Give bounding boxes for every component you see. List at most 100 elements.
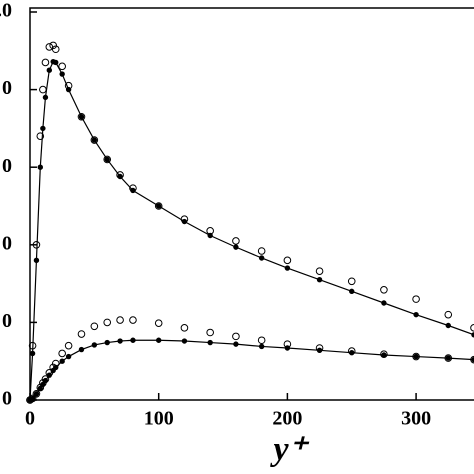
- open-marker: [39, 85, 47, 94]
- open-marker: [283, 256, 292, 265]
- open-marker: [28, 394, 37, 403]
- open-marker: [444, 354, 453, 362]
- filled-marker: [258, 343, 265, 350]
- open-marker: [232, 332, 240, 341]
- open-marker: [154, 319, 163, 327]
- filled-marker: [78, 346, 85, 353]
- open-marker: [36, 132, 45, 140]
- open-marker: [129, 316, 137, 324]
- open-marker: [51, 359, 60, 368]
- open-marker: [41, 375, 50, 383]
- open-marker: [444, 310, 453, 319]
- filled-marker: [46, 67, 53, 73]
- filled-marker: [117, 338, 123, 344]
- open-marker: [283, 340, 292, 348]
- filled-marker: [29, 350, 36, 357]
- open-marker: [206, 328, 214, 337]
- open-marker: [103, 318, 112, 327]
- open-marker: [257, 247, 266, 255]
- filled-marker: [413, 311, 419, 318]
- filled-marker: [130, 337, 136, 343]
- filled-marker: [233, 341, 239, 347]
- open-marker: [412, 295, 420, 303]
- open-marker: [64, 81, 73, 90]
- open-marker: [90, 322, 99, 331]
- filled-marker: [181, 218, 188, 225]
- filled-marker: [155, 203, 162, 209]
- y-tick-label: 0: [2, 232, 12, 254]
- open-marker: [49, 363, 57, 372]
- y-tick-label: 0: [2, 77, 12, 99]
- filled-marker: [59, 358, 65, 364]
- x-tick-label: 0: [25, 408, 35, 430]
- open-marker: [58, 349, 66, 358]
- filled-marker: [381, 300, 387, 306]
- filled-marker: [65, 353, 72, 360]
- open-marker: [257, 336, 266, 345]
- open-marker: [412, 352, 420, 361]
- open-marker: [380, 350, 388, 359]
- open-marker: [39, 379, 47, 387]
- y-tick-label: 0: [2, 155, 12, 177]
- open-marker: [64, 341, 73, 350]
- filled-marker: [91, 342, 98, 348]
- filled-marker: [155, 337, 162, 343]
- filled-marker: [33, 257, 40, 264]
- x-tick-label: 200: [272, 408, 302, 430]
- open-marker: [180, 215, 189, 223]
- filled-marker: [413, 353, 419, 360]
- open-marker: [154, 202, 163, 210]
- open-marker: [470, 355, 474, 364]
- filled-marker: [233, 244, 239, 250]
- x-axis-label: y⁺: [269, 431, 309, 468]
- filled-marker: [284, 265, 291, 271]
- open-marker: [470, 324, 474, 332]
- open-marker: [41, 58, 50, 67]
- open-marker: [180, 324, 189, 332]
- filled-marker: [42, 94, 49, 101]
- open-marker: [28, 341, 37, 350]
- filled-marker: [91, 137, 98, 143]
- filled-marker: [258, 255, 265, 261]
- filled-marker: [207, 339, 213, 346]
- series-line: [29, 339, 474, 401]
- open-marker: [116, 171, 124, 179]
- x-tick-label: 100: [144, 408, 174, 430]
- open-marker: [49, 41, 57, 50]
- filled-marker: [445, 355, 451, 361]
- open-marker: [77, 112, 86, 121]
- open-marker: [206, 227, 214, 235]
- open-marker: [315, 344, 324, 352]
- open-marker: [51, 45, 60, 54]
- open-marker: [380, 286, 388, 294]
- filled-marker: [130, 187, 136, 194]
- open-marker: [32, 241, 41, 249]
- series-line: [29, 60, 474, 401]
- x-tick-label: 300: [401, 408, 431, 430]
- filled-marker: [59, 71, 65, 77]
- open-marker: [232, 237, 240, 245]
- filled-marker: [349, 288, 355, 295]
- filled-marker: [445, 322, 451, 329]
- filled-marker: [78, 114, 85, 120]
- filled-marker: [53, 59, 59, 66]
- filled-marker: [104, 156, 110, 163]
- open-marker: [129, 184, 137, 192]
- open-marker: [315, 267, 324, 275]
- filled-marker: [381, 352, 387, 358]
- open-marker: [90, 136, 99, 144]
- axes-frame: [29, 7, 474, 401]
- filled-marker: [316, 277, 323, 283]
- open-marker: [103, 155, 112, 164]
- open-marker: [45, 43, 54, 51]
- open-marker: [32, 389, 41, 398]
- open-marker: [36, 383, 45, 392]
- open-marker: [45, 369, 54, 377]
- filled-marker: [37, 164, 43, 170]
- y-tick-label: 0: [2, 388, 12, 410]
- open-marker: [116, 316, 124, 324]
- open-marker: [58, 62, 66, 71]
- filled-marker: [316, 347, 323, 354]
- filled-marker: [181, 338, 188, 344]
